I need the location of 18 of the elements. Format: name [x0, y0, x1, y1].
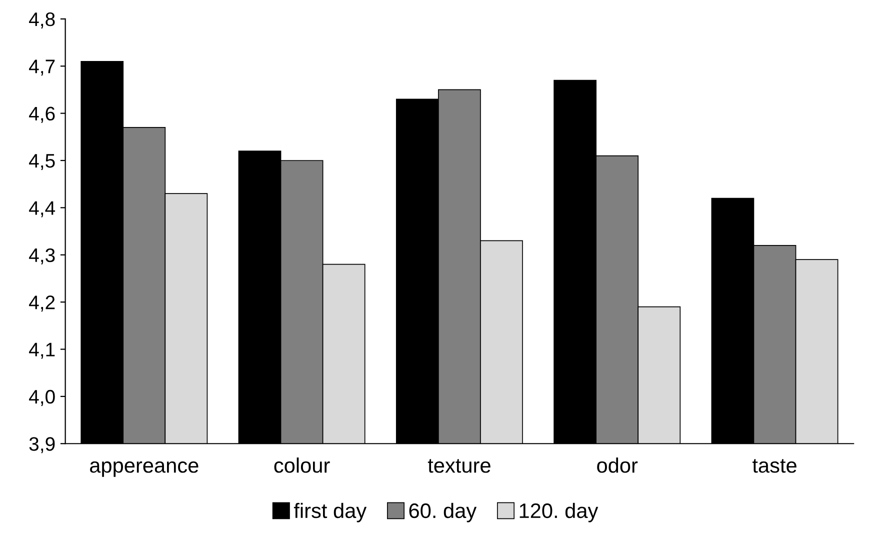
y-tick-label: 4,6: [29, 106, 55, 123]
y-tick-label: 4,4: [29, 201, 56, 218]
x-tick-label: colour: [274, 458, 330, 473]
legend-label: first day: [294, 502, 367, 522]
legend-label: 60. day: [409, 502, 477, 522]
y-tick-label: 4,0: [29, 390, 55, 406]
x-tick-label: taste: [752, 459, 796, 473]
y-tick-label: 4,5: [29, 154, 55, 170]
x-tick-label: texture: [428, 459, 490, 473]
y-tick-label: 4,1: [29, 342, 55, 359]
y-tick-label: 3,9: [29, 437, 55, 454]
x-tick-label: appereance: [90, 461, 198, 477]
y-tick-label: 4,7: [29, 60, 55, 76]
y-tick-label: 4,2: [29, 296, 55, 312]
y-tick-label: 4,8: [29, 12, 55, 28]
legend-label: 120. day: [520, 502, 598, 522]
x-tick-label: odor: [597, 458, 638, 473]
y-tick-label: 4,3: [29, 248, 55, 264]
